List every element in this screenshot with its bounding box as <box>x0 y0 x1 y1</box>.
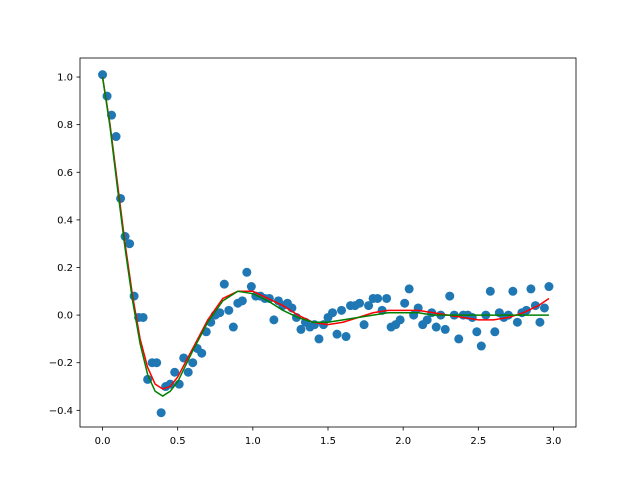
data-point <box>454 334 464 344</box>
data-point <box>355 298 365 308</box>
y-tick-label: −0.4 <box>49 406 73 417</box>
data-point <box>102 91 112 101</box>
data-point <box>224 305 234 315</box>
data-point <box>332 329 342 339</box>
data-point <box>125 239 135 249</box>
fit-line-green <box>101 76 549 397</box>
y-tick-label: 0.0 <box>57 311 73 322</box>
data-point <box>328 308 338 318</box>
x-tick-label: 0.0 <box>95 436 111 447</box>
data-point <box>228 322 238 332</box>
x-axis: 0.0 0.5 1.0 1.5 2.0 2.5 3.0 <box>95 427 562 447</box>
data-point <box>535 317 545 327</box>
data-point <box>485 286 495 296</box>
data-point <box>219 279 229 289</box>
x-tick-label: 1.0 <box>245 436 261 447</box>
y-tick-label: 0.4 <box>57 215 73 226</box>
data-point <box>490 327 500 337</box>
data-point <box>269 315 279 325</box>
data-point <box>170 367 180 377</box>
data-point <box>364 301 374 311</box>
data-point <box>544 282 554 292</box>
data-point <box>111 132 121 142</box>
data-point <box>445 291 455 301</box>
data-point <box>539 303 549 313</box>
y-tick-label: 0.2 <box>57 263 73 274</box>
data-point <box>314 334 324 344</box>
data-point <box>116 193 126 203</box>
plot-area <box>98 70 554 418</box>
data-point <box>422 315 432 325</box>
data-point <box>188 358 198 368</box>
data-point <box>404 284 414 294</box>
data-point <box>472 327 482 337</box>
data-point <box>98 70 108 80</box>
x-tick-label: 3.0 <box>546 436 562 447</box>
data-point <box>395 315 405 325</box>
data-point <box>440 324 450 334</box>
data-point <box>341 332 351 342</box>
data-point <box>237 296 247 306</box>
data-point <box>183 367 193 377</box>
data-point <box>215 308 225 318</box>
x-tick-label: 1.5 <box>320 436 336 447</box>
data-point <box>467 312 477 322</box>
y-tick-label: 1.0 <box>57 73 73 84</box>
y-tick-label: 0.8 <box>57 120 73 131</box>
fit-line-red <box>101 76 550 390</box>
data-point <box>152 358 162 368</box>
data-point <box>246 282 256 292</box>
data-point <box>476 341 486 351</box>
data-point <box>512 317 522 327</box>
y-tick-label: 0.6 <box>57 168 73 179</box>
data-point <box>165 379 175 389</box>
data-point <box>508 286 518 296</box>
x-tick-label: 2.5 <box>470 436 486 447</box>
data-point <box>382 293 392 303</box>
y-tick-label: −0.2 <box>49 358 73 369</box>
data-point <box>197 348 207 358</box>
data-point <box>337 305 347 315</box>
data-point <box>242 267 252 277</box>
data-point <box>156 408 166 418</box>
data-point <box>431 322 441 332</box>
x-tick-label: 0.5 <box>170 436 186 447</box>
data-point <box>138 312 148 322</box>
x-tick-label: 2.0 <box>395 436 411 447</box>
data-point <box>373 293 383 303</box>
data-point <box>526 284 536 294</box>
data-point <box>143 374 153 384</box>
data-point <box>359 320 369 330</box>
y-axis: −0.4 −0.2 0.0 0.2 0.4 0.6 0.8 1.0 <box>49 73 80 417</box>
data-point <box>296 324 306 334</box>
data-point <box>400 298 410 308</box>
